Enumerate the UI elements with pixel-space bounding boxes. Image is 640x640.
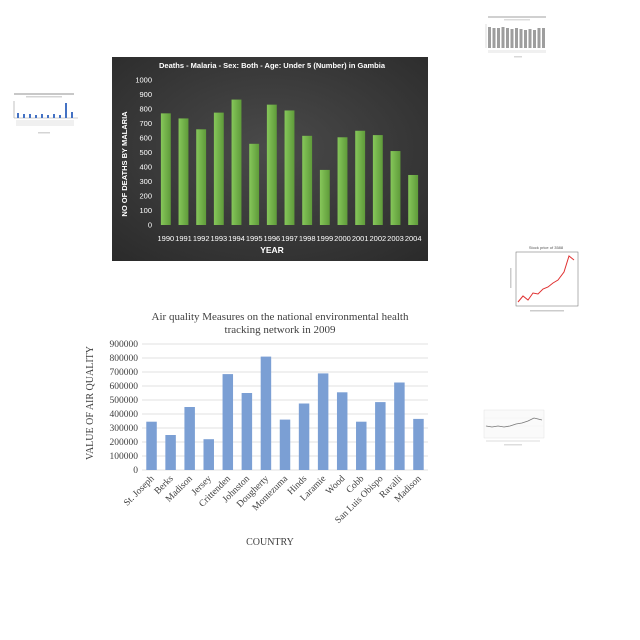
- chart1-bar-2000: [337, 137, 348, 225]
- chart1-x-tick-label: 1998: [299, 234, 316, 243]
- chart2-title-line-2: tracking network in 2009: [225, 324, 336, 336]
- chart1-y-tick-label: 400: [139, 163, 152, 172]
- chart1-x-tick-label: 2003: [387, 234, 404, 243]
- chart1-x-tick-label: 2000: [334, 234, 351, 243]
- chart2-title-line-1: Air quality Measures on the national env…: [152, 311, 409, 323]
- chart2-y-axis-label: VALUE OF AIR QUALITY: [85, 346, 96, 460]
- stock-thumbnail-title: Stock price of 3588: [529, 245, 564, 250]
- chart2-bar-2: [184, 407, 195, 470]
- chart1-x-tick-label: 1994: [228, 234, 245, 243]
- chart2-x-tick-label: St. Joseph: [122, 474, 156, 508]
- chart1-y-tick-label: 300: [139, 177, 152, 186]
- chart2-y-tick-label: 100000: [110, 452, 139, 462]
- thumbnail-chart-top-left: [6, 92, 82, 138]
- chart1-x-tick-label: 2004: [405, 234, 422, 243]
- chart1-title: Deaths - Malaria - Sex: Both - Age: Unde…: [159, 61, 386, 70]
- chart2-bar-0: [146, 421, 157, 470]
- chart1-y-tick-label: 500: [139, 148, 152, 157]
- chart1-bar-1990: [160, 113, 171, 225]
- chart1-y-tick-label: 800: [139, 105, 152, 114]
- chart2-bar-7: [279, 419, 291, 470]
- chart2-x-axis-label: COUNTRY: [246, 537, 294, 548]
- chart1-x-tick-label: 1992: [193, 234, 210, 243]
- chart1-y-tick-label: 100: [139, 206, 152, 215]
- chart2-y-tick-label: 900000: [110, 340, 139, 350]
- chart2-bar-1: [165, 435, 176, 470]
- chart1-x-tick-label: 1993: [210, 234, 227, 243]
- chart2-y-tick-label: 700000: [110, 368, 139, 378]
- chart1-bar-2002: [372, 135, 383, 225]
- chart2-y-tick-label: 800000: [110, 354, 139, 364]
- chart1-bar-1991: [178, 118, 189, 225]
- chart2-y-tick-label: 200000: [110, 438, 139, 448]
- chart1-y-axis-label: NO OF DEATHS BY MALARIA: [120, 111, 129, 217]
- chart2-bar-9: [317, 373, 329, 470]
- chart1-bar-2004: [408, 174, 419, 225]
- chart2-bar-13: [394, 382, 405, 470]
- chart1-y-tick-label: 200: [139, 192, 152, 201]
- chart2-bar-12: [375, 402, 386, 470]
- chart1-y-tick-label: 600: [139, 134, 152, 143]
- chart2-y-tick-label: 0: [133, 466, 138, 476]
- chart1-y-tick-label: 900: [139, 90, 152, 99]
- malaria-deaths-bar-chart: Deaths - Malaria - Sex: Both - Age: Unde…: [112, 57, 428, 261]
- chart2-y-tick-label: 600000: [110, 382, 139, 392]
- chart1-bar-2003: [390, 151, 401, 225]
- chart1-bar-1998: [302, 135, 313, 225]
- chart1-bar-1992: [196, 129, 207, 225]
- chart1-bar-1997: [284, 110, 295, 225]
- chart1-x-tick-label: 1995: [246, 234, 263, 243]
- chart1-x-tick-label: 1997: [281, 234, 298, 243]
- chart2-y-tick-label: 400000: [110, 410, 139, 420]
- chart2-bar-14: [413, 418, 424, 470]
- chart1-bar-1995: [249, 143, 260, 225]
- chart2-bar-10: [336, 392, 348, 470]
- chart2-bar-8: [298, 403, 310, 470]
- chart2-bar-3: [203, 439, 214, 470]
- chart2-bar-5: [241, 393, 253, 470]
- chart1-bar-1994: [231, 99, 242, 225]
- chart2-y-tick-label: 300000: [110, 424, 139, 434]
- chart1-bar-2001: [355, 130, 366, 225]
- chart1-x-tick-label: 2002: [369, 234, 386, 243]
- chart1-x-tick-label: 1996: [263, 234, 280, 243]
- chart2-y-tick-label: 500000: [110, 396, 139, 406]
- chart1-y-tick-label: 1000: [135, 76, 152, 85]
- chart1-bar-1996: [266, 104, 277, 225]
- chart2-x-tick-label: Wood: [324, 474, 347, 497]
- air-quality-bar-chart: Air quality Measures on the national env…: [85, 311, 428, 548]
- chart2-bar-11: [356, 421, 367, 470]
- chart1-bar-1999: [319, 169, 330, 225]
- chart1-x-tick-label: 1990: [157, 234, 174, 243]
- chart1-x-tick-label: 2001: [352, 234, 369, 243]
- thumbnail-chart-line-grey: [480, 406, 546, 448]
- chart1-x-tick-label: 1991: [175, 234, 192, 243]
- chart1-y-tick-label: 700: [139, 119, 152, 128]
- chart1-x-tick-label: 1999: [316, 234, 333, 243]
- chart1-bar-1993: [213, 112, 224, 225]
- thumbnail-chart-top-right: [478, 14, 556, 60]
- chart2-bar-6: [260, 356, 272, 470]
- thumbnail-chart-stock: Stock price of 3588: [508, 244, 580, 316]
- chart1-x-axis-label: YEAR: [260, 245, 284, 255]
- chart1-y-tick-label: 0: [148, 221, 152, 230]
- chart2-bar-4: [222, 374, 234, 470]
